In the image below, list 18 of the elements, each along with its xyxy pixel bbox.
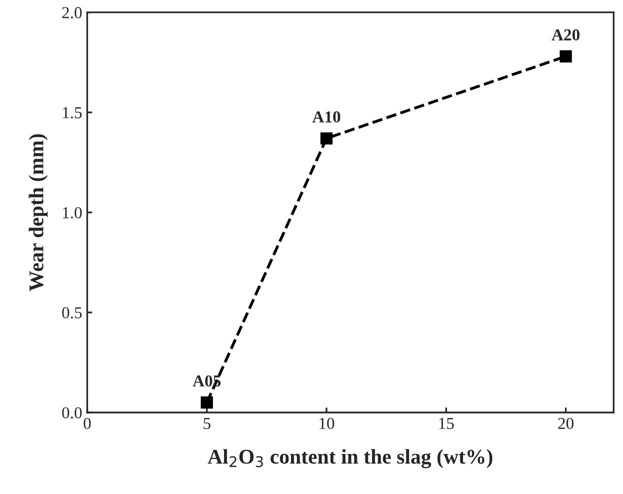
- point: [200, 396, 213, 409]
- x-axis-title: Al$_{2}$O$_{3}$ content in the slag (wt%): [208, 449, 492, 468]
- point: [320, 132, 333, 144]
- x-tick-label: 5: [204, 418, 210, 430]
- annotation: A20: [552, 29, 580, 40]
- annotation: A05: [192, 375, 221, 387]
- y-tick-label: 0.0: [62, 407, 82, 419]
- y-tick-label: 2.0: [62, 7, 82, 18]
- point: [560, 50, 572, 62]
- annotation: A10: [312, 111, 340, 123]
- x-tick-label: 20: [558, 418, 574, 430]
- y-tick-label: 1.0: [62, 207, 82, 218]
- x-tick-label: 10: [320, 418, 334, 430]
- x-tick-label: 0: [84, 418, 91, 430]
- y-axis-title: Wear depth (mm): [28, 134, 48, 292]
- y-tick-label: 0.5: [62, 307, 82, 318]
- y-tick-label: 1.5: [62, 107, 82, 118]
- x-tick-label: 15: [439, 418, 454, 430]
